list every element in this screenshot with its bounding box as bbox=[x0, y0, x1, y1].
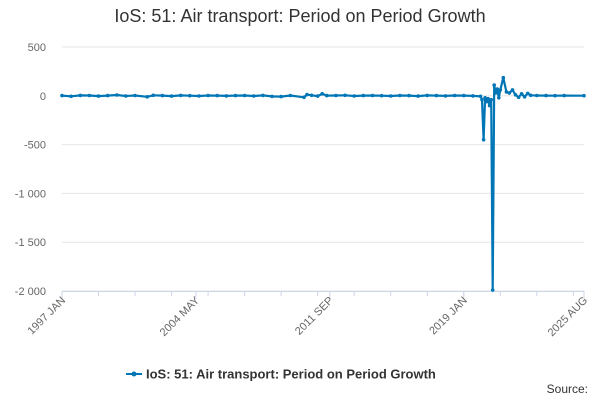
data-point bbox=[379, 93, 384, 98]
data-point bbox=[87, 93, 92, 98]
data-point bbox=[315, 94, 320, 98]
data-point bbox=[490, 288, 495, 292]
data-point bbox=[305, 92, 309, 97]
data-point bbox=[544, 93, 548, 98]
y-tick-label: -2 000 bbox=[15, 286, 46, 298]
data-point bbox=[270, 94, 274, 99]
data-point bbox=[388, 94, 393, 98]
data-point bbox=[489, 97, 494, 102]
y-tick-label: -1 000 bbox=[15, 188, 46, 200]
data-point bbox=[252, 94, 256, 98]
data-point bbox=[452, 93, 457, 98]
x-tick-label: 2004 MAY bbox=[158, 294, 203, 339]
x-tick-label: 1997 JAN bbox=[25, 295, 68, 338]
data-point bbox=[498, 88, 503, 92]
data-point bbox=[145, 95, 149, 99]
data-point bbox=[510, 88, 515, 92]
data-point bbox=[288, 93, 293, 98]
data-point bbox=[343, 93, 347, 98]
data-point bbox=[206, 93, 210, 98]
data-point bbox=[302, 95, 306, 100]
data-point bbox=[352, 94, 357, 98]
data-point bbox=[486, 96, 490, 101]
chart-title: IoS: 51: Air transport: Period on Period… bbox=[114, 6, 486, 26]
data-point bbox=[60, 93, 64, 98]
data-point bbox=[115, 93, 119, 97]
data-point bbox=[407, 93, 411, 98]
data-point bbox=[197, 94, 201, 98]
y-tick-label: -1 500 bbox=[15, 237, 46, 249]
x-tick-label: 2019 JAN bbox=[427, 295, 470, 338]
data-point bbox=[562, 93, 566, 98]
data-point bbox=[188, 93, 192, 98]
data-point bbox=[96, 94, 101, 98]
data-point bbox=[528, 93, 533, 98]
legend-marker-icon bbox=[131, 371, 137, 377]
data-point bbox=[481, 137, 486, 142]
data-point bbox=[334, 93, 338, 98]
data-point bbox=[492, 83, 497, 87]
x-tick-label: 2011 SEP bbox=[293, 295, 336, 338]
data-point bbox=[535, 93, 539, 98]
data-point bbox=[504, 90, 509, 94]
data-point bbox=[493, 91, 498, 95]
data-point bbox=[361, 93, 366, 98]
data-point bbox=[416, 94, 420, 98]
data-point bbox=[471, 94, 475, 98]
data-point bbox=[124, 94, 128, 98]
data-point bbox=[309, 93, 314, 98]
series-line bbox=[61, 76, 585, 292]
data-point bbox=[242, 93, 247, 98]
data-point bbox=[105, 93, 110, 98]
data-point bbox=[325, 93, 329, 98]
data-point bbox=[525, 91, 530, 96]
data-point bbox=[151, 93, 156, 98]
data-point bbox=[320, 92, 325, 96]
data-point bbox=[224, 94, 229, 98]
data-point bbox=[443, 94, 448, 98]
x-tick-label: 2025 AUG bbox=[546, 295, 590, 339]
data-point bbox=[279, 94, 283, 99]
data-point bbox=[495, 87, 500, 91]
data-point bbox=[516, 95, 521, 100]
data-point bbox=[261, 93, 265, 98]
data-point bbox=[478, 94, 483, 99]
data-point bbox=[483, 96, 487, 100]
data-point bbox=[78, 93, 83, 98]
data-point bbox=[553, 93, 557, 98]
data-point bbox=[133, 93, 137, 98]
data-point bbox=[501, 75, 506, 80]
data-point bbox=[370, 93, 375, 98]
data-point bbox=[233, 93, 238, 98]
data-point bbox=[178, 93, 183, 98]
data-point bbox=[169, 94, 174, 98]
data-point bbox=[513, 93, 518, 97]
source-label: Source: bbox=[546, 382, 588, 396]
data-point bbox=[434, 93, 439, 98]
data-point bbox=[462, 93, 466, 98]
data-point bbox=[160, 93, 165, 98]
y-tick-label: 500 bbox=[28, 42, 46, 54]
data-point bbox=[519, 92, 524, 96]
y-tick-label: 0 bbox=[40, 91, 46, 103]
data-point bbox=[480, 97, 484, 102]
data-point bbox=[497, 96, 501, 100]
data-point bbox=[484, 99, 489, 104]
y-tick-label: -500 bbox=[24, 140, 46, 152]
data-point bbox=[398, 93, 402, 98]
data-point bbox=[522, 95, 527, 99]
data-point bbox=[487, 103, 492, 108]
data-point bbox=[507, 91, 512, 95]
data-point bbox=[582, 93, 586, 98]
data-point bbox=[69, 94, 73, 99]
data-point bbox=[425, 93, 430, 98]
data-point bbox=[215, 93, 219, 98]
legend-label: IoS: 51: Air transport: Period on Period… bbox=[146, 367, 436, 382]
